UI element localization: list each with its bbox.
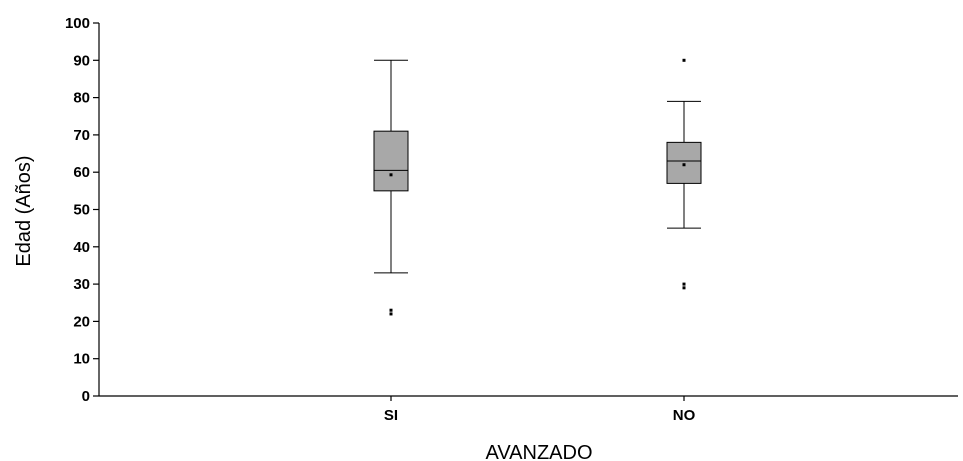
y-tick-label: 50 [73,202,90,219]
axes: 0 10 20 30 40 50 60 70 80 90 100 SI NO [65,15,958,424]
outlier-point [389,308,393,312]
y-axis-title: Edad (Años) [13,155,35,266]
box-iqr [373,130,409,192]
y-tick-label: 100 [65,15,90,32]
mean-marker [682,163,686,167]
y-tick-label: 80 [73,90,90,107]
y-tick-label: 90 [73,52,90,69]
x-tick-label: SI [384,407,398,424]
box-iqr [666,141,702,184]
plot-area [373,58,702,316]
y-tick-label: 70 [73,127,90,144]
outlier-point [682,282,686,286]
y-tick-label: 40 [73,239,90,256]
outlier-point [389,312,393,316]
outlier-point [682,286,686,290]
box-group [666,58,702,290]
y-tick-label: 10 [73,351,90,368]
y-tick-label: 20 [73,313,90,330]
x-tick-label: NO [673,407,696,424]
mean-marker [389,173,393,177]
y-tick-label: 60 [73,164,90,181]
outlier-point [682,58,686,62]
y-tick-label: 0 [82,388,90,405]
y-tick-label: 30 [73,276,90,293]
box-group [373,59,409,316]
x-axis-title: AVANZADO [485,442,592,461]
